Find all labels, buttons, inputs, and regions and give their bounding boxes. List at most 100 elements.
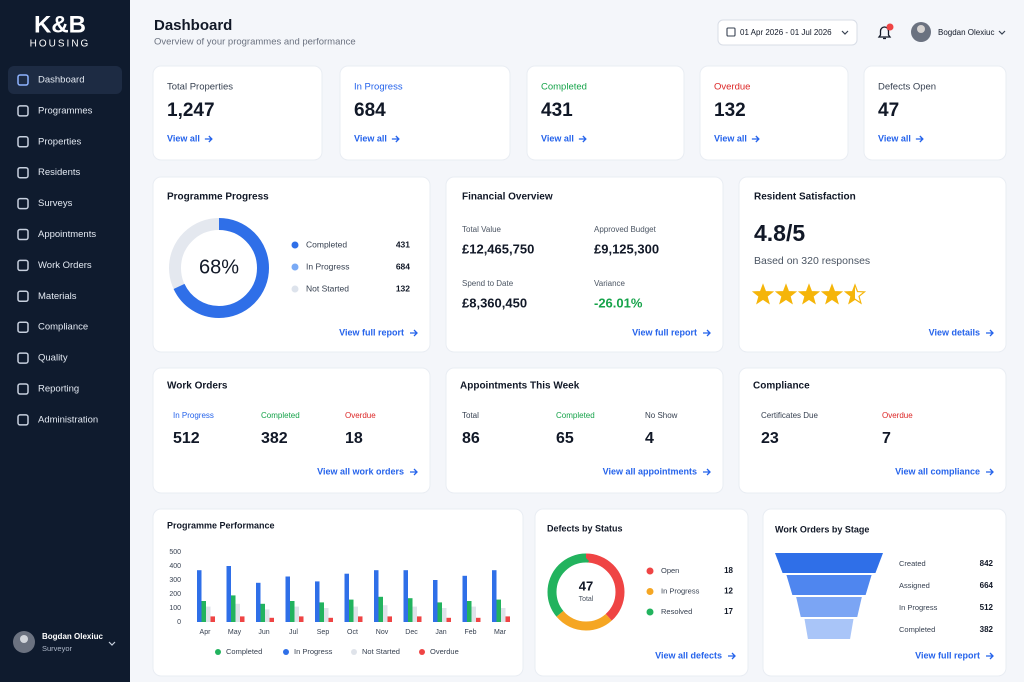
x-tick-label: Dec bbox=[405, 629, 418, 636]
legend-name: Completed bbox=[226, 647, 262, 656]
legend-name: In Progress bbox=[294, 647, 333, 656]
bar bbox=[294, 606, 299, 622]
x-tick-label: Nov bbox=[376, 629, 389, 636]
date-picker[interactable] bbox=[717, 19, 858, 46]
card-title: Programme Performance bbox=[167, 520, 275, 530]
legend-name: In Progress bbox=[306, 261, 349, 271]
card-link[interactable]: View all defects bbox=[655, 650, 722, 660]
nav-item[interactable]: Appointments bbox=[38, 229, 96, 240]
legend-value: 684 bbox=[396, 261, 410, 271]
donut-segment bbox=[547, 553, 625, 631]
card-link[interactable]: View all bbox=[167, 133, 200, 143]
card-link[interactable]: View all appointments bbox=[603, 466, 697, 476]
nav-item[interactable]: Reporting bbox=[38, 384, 79, 395]
x-tick-label: Sep bbox=[317, 629, 330, 636]
bar bbox=[496, 599, 501, 622]
card-link[interactable]: View all compliance bbox=[895, 466, 980, 476]
date-range[interactable]: 01 Apr 2026 - 01 Jul 2026 bbox=[740, 28, 832, 37]
card-link[interactable]: View all work orders bbox=[317, 466, 404, 476]
nav-item[interactable]: Materials bbox=[38, 291, 77, 302]
stage-value: 382 bbox=[980, 625, 994, 634]
bar bbox=[442, 608, 447, 622]
legend-dot bbox=[351, 649, 357, 655]
stat-label: Total bbox=[462, 411, 479, 420]
card-title: Work Orders bbox=[167, 381, 228, 392]
bar bbox=[492, 570, 497, 622]
card-link[interactable]: View all bbox=[541, 133, 574, 143]
bar bbox=[235, 603, 240, 622]
nav-item[interactable]: Work Orders bbox=[38, 260, 92, 271]
card-link[interactable]: View full report bbox=[339, 327, 404, 337]
metric-value: -26.01% bbox=[594, 295, 643, 310]
bar bbox=[285, 576, 290, 622]
card-link[interactable]: View all bbox=[354, 133, 387, 143]
star bbox=[776, 285, 796, 304]
bar bbox=[290, 601, 295, 622]
bar bbox=[269, 617, 274, 622]
nav-item[interactable]: Quality bbox=[38, 353, 68, 364]
bar bbox=[437, 602, 442, 622]
nav-item[interactable]: Surveys bbox=[38, 198, 73, 209]
stage-value: 512 bbox=[980, 603, 994, 612]
card bbox=[445, 176, 724, 353]
nav-item[interactable]: Dashboard bbox=[38, 75, 84, 86]
stage-value: 664 bbox=[980, 581, 994, 590]
legend-name: Resolved bbox=[661, 607, 692, 616]
x-tick-label: Jun bbox=[258, 629, 269, 636]
donut-total: 47 bbox=[579, 578, 593, 593]
nav-item[interactable]: Residents bbox=[38, 167, 80, 178]
nav-item[interactable]: Administration bbox=[38, 414, 98, 425]
card-link[interactable]: View details bbox=[929, 327, 980, 337]
nav-icon bbox=[17, 74, 29, 86]
nav-icon bbox=[17, 136, 29, 148]
stat-value: 65 bbox=[556, 430, 574, 447]
card-title: Work Orders by Stage bbox=[775, 524, 869, 534]
star bbox=[799, 285, 819, 304]
bar bbox=[358, 616, 363, 622]
y-tick-label: 0 bbox=[177, 619, 181, 626]
card bbox=[526, 65, 685, 161]
chevron bbox=[108, 641, 116, 646]
funnel-stage bbox=[804, 619, 854, 639]
header-user[interactable]: Bogdan Olexiuc bbox=[938, 28, 994, 37]
bar bbox=[210, 616, 215, 622]
metric-label: Variance bbox=[594, 279, 626, 288]
bar bbox=[378, 596, 383, 622]
kpi-label: In Progress bbox=[354, 82, 403, 93]
card bbox=[445, 367, 724, 494]
link-arrow bbox=[391, 135, 400, 143]
card-link[interactable]: View full report bbox=[915, 650, 980, 660]
nav-item[interactable]: Programmes bbox=[38, 105, 93, 116]
card-link[interactable]: View full report bbox=[632, 327, 697, 337]
card-title: Financial Overview bbox=[462, 192, 553, 203]
card-link[interactable]: View all bbox=[714, 133, 747, 143]
funnel-stage bbox=[775, 553, 883, 573]
bar bbox=[265, 609, 270, 622]
link-arrow bbox=[986, 468, 994, 476]
card-link[interactable]: View all bbox=[878, 133, 911, 143]
kpi-label: Defects Open bbox=[878, 82, 936, 93]
nav-item[interactable]: Properties bbox=[38, 136, 82, 147]
bell-icon[interactable] bbox=[877, 26, 892, 40]
stat-label: In Progress bbox=[173, 411, 214, 420]
bar bbox=[462, 575, 467, 622]
logo: K&B bbox=[34, 11, 86, 38]
legend-name: In Progress bbox=[661, 586, 700, 595]
bar bbox=[476, 617, 481, 622]
nav-icon bbox=[17, 352, 29, 364]
bar bbox=[299, 616, 304, 622]
calendar-icon bbox=[726, 27, 736, 37]
stat-value: 7 bbox=[882, 430, 891, 447]
nav-item[interactable]: Compliance bbox=[38, 322, 88, 333]
nav-icon bbox=[17, 166, 29, 179]
stat-label: Completed bbox=[556, 411, 595, 420]
card-title: Programme Progress bbox=[167, 192, 269, 203]
link-arrow bbox=[578, 135, 587, 143]
bar bbox=[467, 601, 472, 622]
metric-value: £12,465,750 bbox=[462, 241, 534, 256]
nav-icon bbox=[17, 197, 29, 210]
legend-dot bbox=[215, 649, 221, 655]
bar bbox=[417, 616, 422, 622]
kpi-value: 47 bbox=[878, 100, 899, 121]
stage-name: In Progress bbox=[899, 603, 938, 612]
